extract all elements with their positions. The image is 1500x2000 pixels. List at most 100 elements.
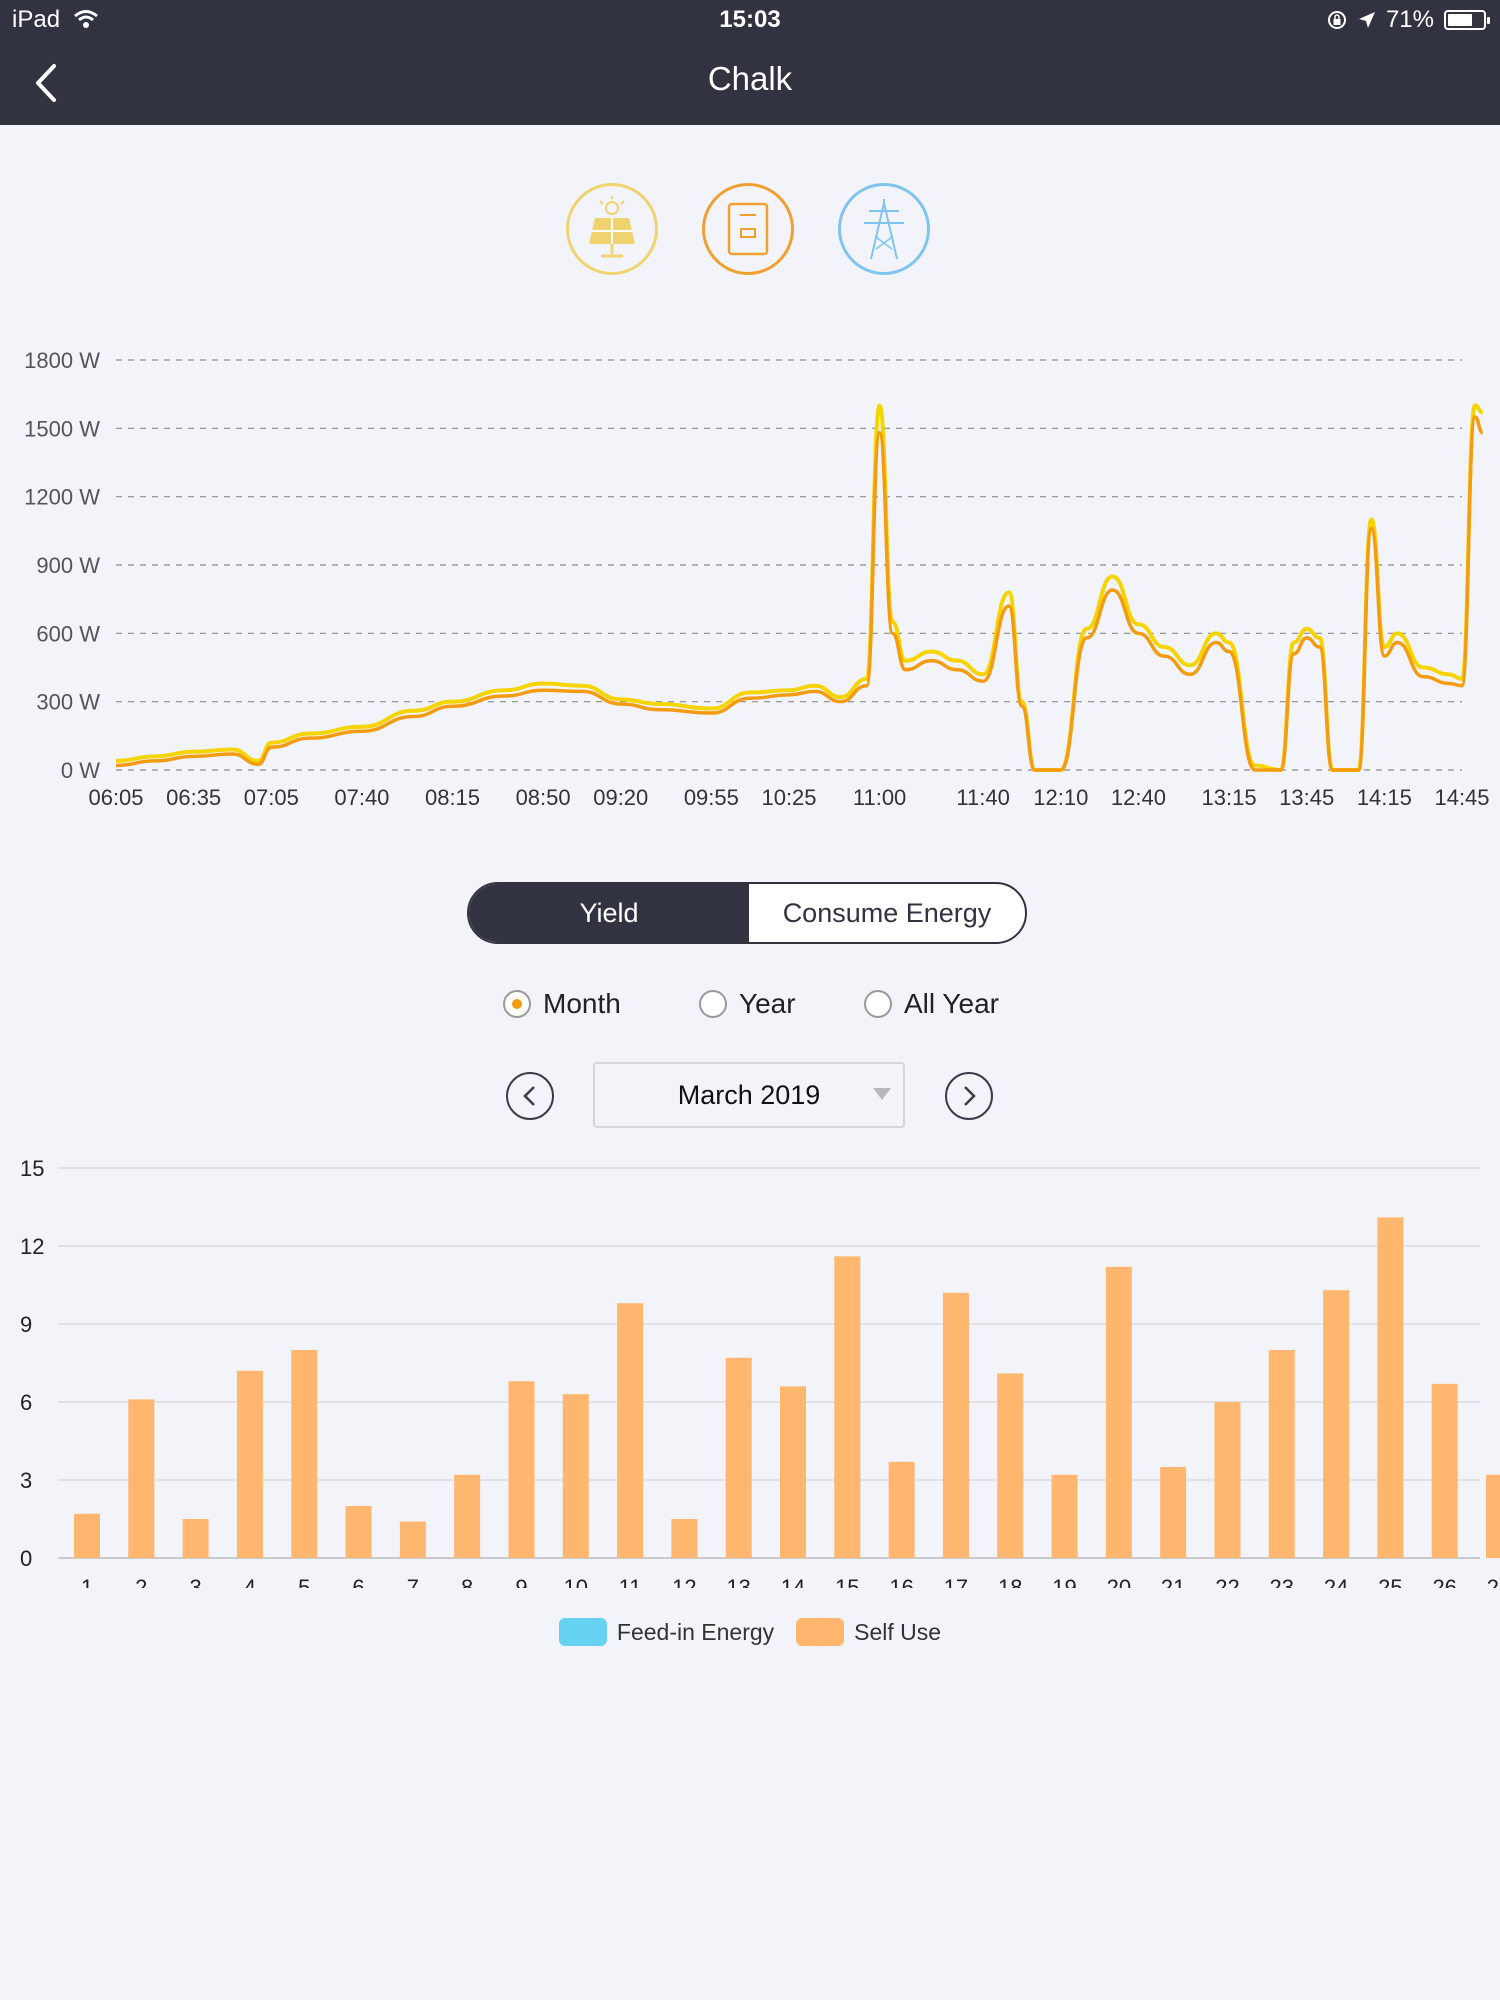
legend-self-use-swatch xyxy=(796,1618,845,1646)
bar-self-use xyxy=(399,1521,426,1558)
x-tick-label: 22 xyxy=(1215,1575,1239,1588)
bar-self-use xyxy=(74,1513,100,1558)
chevron-left-icon xyxy=(523,1086,535,1106)
solar-panel-button[interactable] xyxy=(566,183,658,275)
x-tick-label: 13:15 xyxy=(1202,785,1257,810)
legend-feed-in[interactable]: Feed-in Energy xyxy=(558,1618,775,1646)
radio-all-year[interactable]: All Year xyxy=(864,988,999,1020)
y-tick-label: 15 xyxy=(20,1156,44,1181)
x-tick-label: 26 xyxy=(1432,1575,1456,1588)
period-radio-group: Month Year All Year xyxy=(0,988,1500,1028)
bar-self-use xyxy=(1214,1402,1241,1558)
legend-self-use-label: Self Use xyxy=(854,1618,942,1645)
bar-self-use xyxy=(1377,1217,1404,1558)
battery-percent: 71% xyxy=(1385,6,1434,33)
page-title: Chalk xyxy=(707,60,793,97)
previous-month-button[interactable] xyxy=(506,1072,554,1120)
y-tick-label: 6 xyxy=(20,1390,32,1415)
next-month-button[interactable] xyxy=(945,1072,993,1120)
x-tick-label: 12:10 xyxy=(1033,785,1088,810)
bar-self-use xyxy=(291,1350,318,1558)
x-tick-label: 16 xyxy=(889,1575,913,1588)
x-tick-label: 14:15 xyxy=(1357,785,1412,810)
x-tick-label: 07:05 xyxy=(244,785,299,810)
x-tick-label: 19 xyxy=(1052,1575,1076,1588)
battery-level xyxy=(1448,14,1473,26)
bar-self-use xyxy=(1431,1383,1458,1558)
radio-month-dot[interactable] xyxy=(503,990,531,1018)
yield-consume-toggle: Yield Consume Energy xyxy=(467,882,1027,944)
x-tick-label: 12 xyxy=(672,1575,696,1588)
x-tick-label: 7 xyxy=(407,1575,419,1588)
radio-year-label: Year xyxy=(739,988,796,1019)
y-tick-label: 1500 W xyxy=(24,416,100,441)
source-icon-row xyxy=(0,183,1500,283)
inverter-icon xyxy=(727,202,769,256)
radio-all-year-label: All Year xyxy=(904,988,999,1019)
x-tick-label: 13 xyxy=(726,1575,750,1588)
y-tick-label: 300 W xyxy=(36,690,100,715)
radio-all-year-dot[interactable] xyxy=(864,990,892,1018)
y-tick-label: 12 xyxy=(20,1234,44,1259)
x-tick-label: 06:05 xyxy=(88,785,143,810)
inverter-button[interactable] xyxy=(702,183,794,275)
battery-icon xyxy=(1444,10,1490,30)
bar-self-use xyxy=(888,1461,915,1558)
y-tick-label: 600 W xyxy=(36,621,100,646)
x-tick-label: 09:55 xyxy=(684,785,739,810)
y-tick-label: 9 xyxy=(20,1312,32,1337)
x-tick-label: 6 xyxy=(352,1575,364,1588)
radio-year[interactable]: Year xyxy=(699,988,796,1020)
x-tick-label: 10:25 xyxy=(761,785,816,810)
dropdown-caret-icon xyxy=(873,1088,891,1100)
y-tick-label: 0 xyxy=(20,1546,32,1571)
bar-self-use xyxy=(345,1506,372,1558)
bar-self-use xyxy=(236,1370,263,1558)
radio-month-label: Month xyxy=(543,988,621,1019)
month-picker[interactable]: March 2019 xyxy=(593,1062,905,1128)
y-tick-label: 1200 W xyxy=(24,485,100,510)
x-tick-label: 5 xyxy=(298,1575,310,1588)
legend-feed-in-label: Feed-in Energy xyxy=(616,1618,775,1645)
power-line-chart: 0 W 300 W 600 W 900 W 1200 W 1500 W 1800 W 06:0… xyxy=(24,348,1489,810)
bar-self-use xyxy=(1160,1467,1187,1558)
grid-button[interactable] xyxy=(838,183,930,275)
chevron-right-icon xyxy=(964,1086,976,1106)
tab-yield[interactable]: Yield xyxy=(469,884,749,942)
wifi-icon xyxy=(73,10,98,28)
rotation-lock-icon xyxy=(1327,11,1346,29)
tab-consume-energy[interactable]: Consume Energy xyxy=(782,897,992,928)
grid-tower-icon xyxy=(864,199,904,260)
radio-year-dot[interactable] xyxy=(699,990,727,1018)
status-bar: iPad 15:03 71% xyxy=(0,0,1500,40)
x-tick-label: 08:50 xyxy=(516,785,571,810)
x-tick-label: 11 xyxy=(619,1575,642,1588)
top-bar: iPad 15:03 71% Chalk xyxy=(0,0,1500,125)
x-tick-label: 20 xyxy=(1107,1575,1131,1588)
bar-self-use xyxy=(454,1474,481,1558)
x-tick-label: 24 xyxy=(1324,1575,1348,1588)
system-status: 71% xyxy=(1326,6,1490,34)
bar-self-use xyxy=(1486,1474,1500,1558)
y-tick-label: 1800 W xyxy=(24,348,100,373)
legend-self-use[interactable]: Self Use xyxy=(796,1618,941,1646)
x-tick-label: 09:20 xyxy=(593,785,648,810)
x-tick-label: 08:15 xyxy=(425,785,480,810)
bar-self-use xyxy=(182,1519,209,1558)
bar-self-use xyxy=(1105,1266,1132,1558)
bar-chart-legend: Feed-in Energy Self Use xyxy=(0,1618,1500,1646)
bar-self-use xyxy=(725,1357,752,1558)
x-tick-label: 21 xyxy=(1161,1575,1185,1588)
x-tick-label: 14:45 xyxy=(1434,785,1489,810)
x-tick-label: 06:35 xyxy=(166,785,221,810)
series-line-yellow xyxy=(115,403,1484,772)
x-tick-label: 1 xyxy=(81,1575,93,1588)
bar-self-use xyxy=(1323,1290,1350,1558)
y-tick-label: 900 W xyxy=(36,553,100,578)
bar-self-use xyxy=(562,1394,589,1558)
x-tick-label: 3 xyxy=(189,1575,201,1588)
back-button[interactable] xyxy=(28,60,68,106)
x-tick-label: 10 xyxy=(564,1575,588,1588)
x-tick-label: 18 xyxy=(998,1575,1022,1588)
radio-month[interactable]: Month xyxy=(503,988,621,1020)
